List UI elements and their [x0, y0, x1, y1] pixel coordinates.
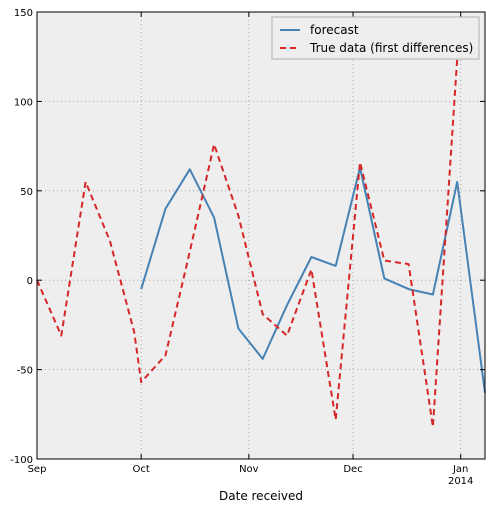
legend-box [271, 16, 480, 60]
x-tick-label: Jan [452, 464, 468, 475]
x-tick-label: Dec [343, 464, 362, 475]
y-tick-label: -100 [10, 455, 33, 466]
x-tick-label: Nov [239, 464, 259, 475]
plot-area [37, 12, 485, 459]
series-lines [36, 58, 486, 428]
x-tick-label: Oct [133, 464, 150, 475]
y-tick-label: 50 [20, 187, 33, 198]
plot-frame [36, 11, 486, 460]
y-tick-label: -50 [17, 366, 33, 377]
legend: forecast True data (first differences) [271, 16, 480, 60]
series-line-forecast [140, 166, 486, 393]
x-tick-label: Sep [28, 464, 47, 475]
legend-label-true-data: True data (first differences) [309, 41, 473, 55]
y-tick-label: 100 [14, 97, 33, 108]
legend-label-forecast: forecast [310, 23, 359, 37]
series-line-true-data-first-differences [36, 58, 459, 428]
x-axis-title: Date received [219, 489, 303, 503]
y-tick-label: 0 [27, 276, 33, 287]
x-tick-sublabel: 2014 [448, 476, 473, 487]
y-tick-label: 150 [14, 8, 33, 19]
